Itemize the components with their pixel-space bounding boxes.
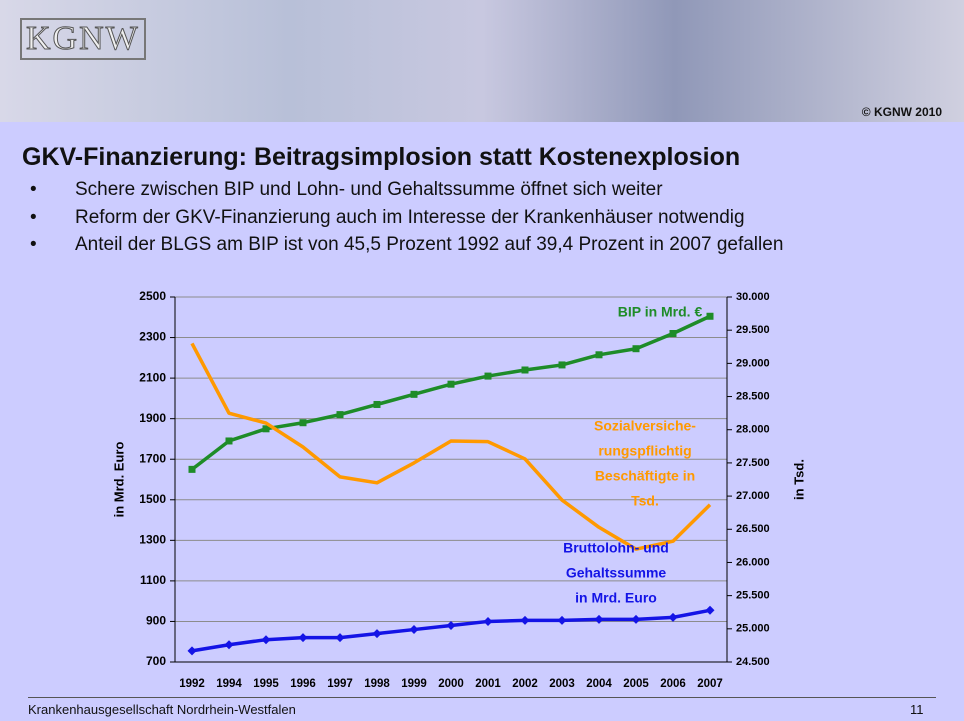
x-tick-label: 1999 bbox=[401, 678, 427, 690]
x-tick-label: 1997 bbox=[327, 678, 353, 690]
y2-tick-label: 27.000 bbox=[736, 490, 770, 502]
footer-org: Krankenhausgesellschaft Nordrhein-Westfa… bbox=[28, 702, 296, 717]
y-tick-label: 900 bbox=[146, 614, 166, 628]
x-tick-label: 1995 bbox=[253, 678, 279, 690]
x-tick-label: 2001 bbox=[475, 678, 501, 690]
marker bbox=[299, 633, 308, 642]
marker bbox=[300, 419, 307, 426]
marker bbox=[373, 629, 382, 638]
y2-tick-label: 24.500 bbox=[736, 656, 770, 668]
y2-tick-label: 25.000 bbox=[736, 623, 770, 635]
x-tick-label: 2007 bbox=[697, 678, 723, 690]
slide: KGNW © KGNW 2010 GKV-Finanzierung: Beitr… bbox=[0, 0, 964, 721]
y2-tick-label: 25.500 bbox=[736, 590, 770, 602]
series-label: rungspflichtig bbox=[598, 443, 691, 459]
series-label: Beschäftigte in bbox=[595, 468, 695, 484]
marker bbox=[188, 646, 197, 655]
x-tick-label: 1994 bbox=[216, 678, 242, 690]
y2-tick-label: 26.500 bbox=[736, 523, 770, 535]
y-tick-label: 2500 bbox=[139, 289, 166, 303]
y2-tick-label: 30.000 bbox=[736, 291, 770, 303]
x-tick-label: 1992 bbox=[179, 678, 205, 690]
series-line bbox=[192, 610, 710, 651]
marker bbox=[706, 606, 715, 615]
series-label: Bruttolohn- und bbox=[563, 540, 669, 556]
y-tick-label: 1100 bbox=[140, 573, 166, 587]
marker bbox=[521, 616, 530, 625]
y2-tick-label: 26.000 bbox=[736, 556, 770, 568]
marker bbox=[559, 361, 566, 368]
x-tick-label: 1998 bbox=[364, 678, 390, 690]
footer-rule bbox=[28, 697, 936, 698]
y-tick-label: 1700 bbox=[139, 451, 166, 465]
marker bbox=[447, 621, 456, 630]
y-tick-label: 1500 bbox=[139, 492, 166, 506]
x-tick-label: 2005 bbox=[623, 678, 649, 690]
marker bbox=[336, 633, 345, 642]
marker bbox=[522, 367, 529, 374]
series-label: BIP in Mrd. € bbox=[618, 304, 703, 320]
marker bbox=[448, 381, 455, 388]
marker bbox=[558, 616, 567, 625]
marker bbox=[669, 613, 678, 622]
x-tick-label: 2002 bbox=[512, 678, 538, 690]
x-tick-label: 2006 bbox=[660, 678, 686, 690]
y-tick-label: 2100 bbox=[139, 370, 166, 384]
x-tick-label: 2004 bbox=[586, 678, 612, 690]
x-tick-label: 2003 bbox=[549, 678, 575, 690]
marker bbox=[707, 313, 714, 320]
chart: 700 900 1100 1300 1500 1700 1900 2100 2300 2500 24… bbox=[0, 0, 964, 721]
y-tick-label: 700 bbox=[146, 654, 166, 668]
marker bbox=[632, 615, 641, 624]
y2-axis-label: in Tsd. bbox=[791, 459, 806, 500]
series-label: Sozialversiche- bbox=[594, 418, 696, 434]
marker bbox=[337, 411, 344, 418]
marker bbox=[596, 351, 603, 358]
series-label: Gehaltssumme bbox=[566, 565, 667, 581]
marker bbox=[374, 401, 381, 408]
marker bbox=[225, 640, 234, 649]
marker bbox=[633, 345, 640, 352]
page-number: 11 bbox=[910, 702, 924, 717]
series-label: in Mrd. Euro bbox=[575, 590, 657, 606]
y-tick-label: 2300 bbox=[139, 330, 166, 344]
marker bbox=[595, 615, 604, 624]
y2-tick-label: 27.500 bbox=[736, 457, 770, 469]
marker bbox=[189, 466, 196, 473]
series-label: Tsd. bbox=[631, 493, 659, 509]
marker bbox=[484, 617, 493, 626]
y-tick-label: 1900 bbox=[139, 411, 166, 425]
marker bbox=[410, 625, 419, 634]
x-tick-label: 2000 bbox=[438, 678, 464, 690]
marker bbox=[670, 330, 677, 337]
y2-tick-label: 28.000 bbox=[736, 424, 770, 436]
x-tick-label: 1996 bbox=[290, 678, 316, 690]
y2-tick-label: 29.000 bbox=[736, 357, 770, 369]
marker bbox=[262, 635, 271, 644]
marker bbox=[226, 437, 233, 444]
y-tick-label: 1300 bbox=[139, 533, 166, 547]
marker bbox=[485, 373, 492, 380]
y-axis-label: in Mrd. Euro bbox=[111, 442, 126, 518]
marker bbox=[411, 391, 418, 398]
y2-tick-label: 28.500 bbox=[736, 390, 770, 402]
y2-tick-label: 29.500 bbox=[736, 324, 770, 336]
